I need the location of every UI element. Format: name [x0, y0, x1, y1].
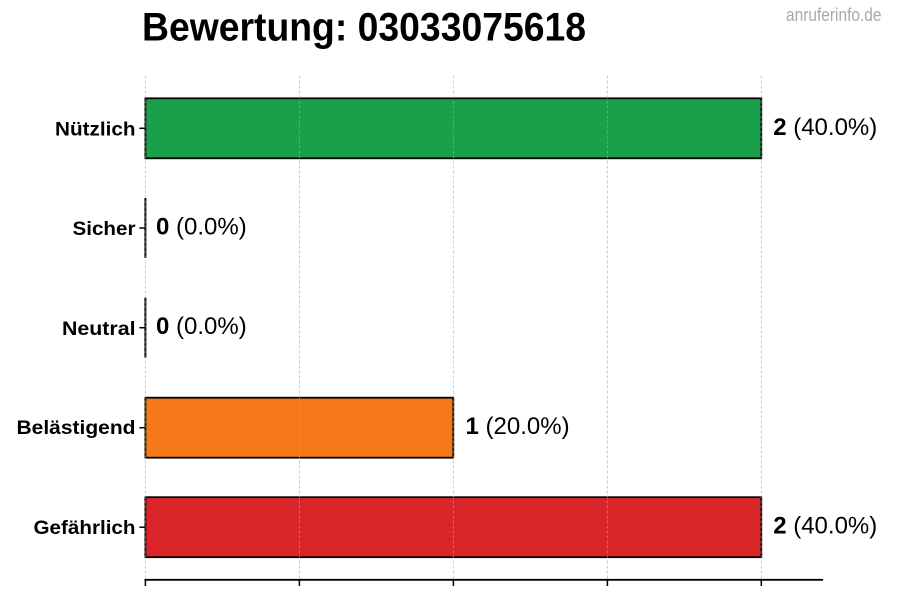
svg-text:2 (40.0%): 2 (40.0%): [773, 513, 877, 540]
svg-text:Neutral: Neutral: [62, 319, 136, 340]
svg-text:1 (20.0%): 1 (20.0%): [466, 413, 570, 440]
svg-text:Nützlich: Nützlich: [55, 119, 136, 140]
svg-text:Belästigend: Belästigend: [17, 418, 136, 439]
svg-text:2 (40.0%): 2 (40.0%): [773, 114, 877, 141]
svg-text:anruferinfo.de: anruferinfo.de: [786, 4, 882, 25]
svg-text:0 (0.0%): 0 (0.0%): [156, 313, 247, 340]
svg-text:Sicher: Sicher: [73, 219, 137, 240]
svg-text:Bewertung: 03033075618: Bewertung: 03033075618: [142, 5, 586, 49]
svg-text:0 (0.0%): 0 (0.0%): [156, 214, 247, 241]
svg-text:Gefährlich: Gefährlich: [34, 518, 136, 539]
